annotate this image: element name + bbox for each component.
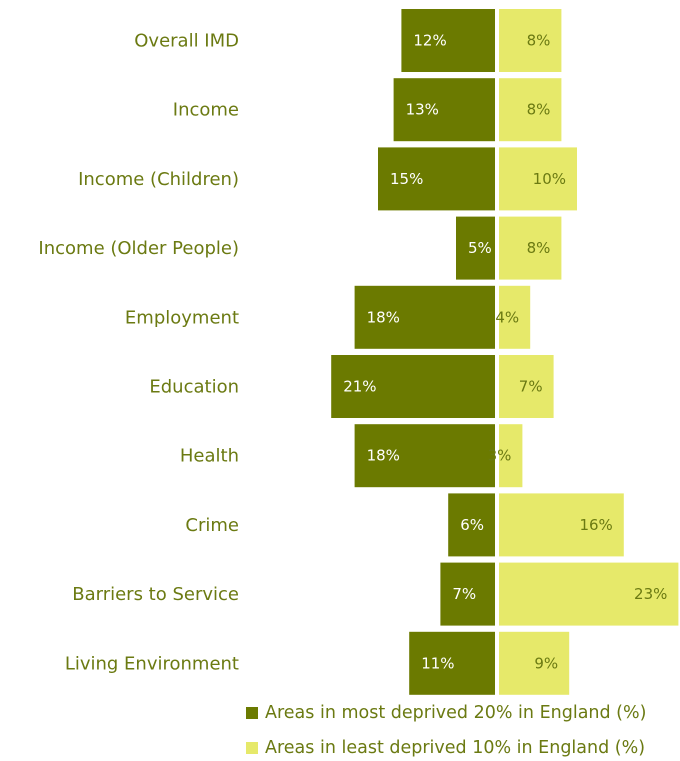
category-label-crime: Crime [185, 515, 239, 536]
legend-swatch-least-deprived [246, 742, 258, 754]
category-label-barriers-to-service: Barriers to Service [72, 584, 239, 605]
category-label-health: Health [180, 446, 239, 467]
bar-least-deprived-overall-imd [499, 9, 562, 72]
data-label-most-deprived-barriers-to-service: 7% [452, 585, 476, 603]
data-label-least-deprived-income-older-people: 8% [527, 239, 551, 257]
data-label-most-deprived-income: 13% [406, 101, 439, 119]
bar-most-deprived-living-environment [409, 631, 495, 695]
category-label-overall-imd: Overall IMD [134, 31, 239, 52]
legend-label-least-deprived: Areas in least deprived 10% in England (… [265, 738, 646, 758]
bar-most-deprived-crime [448, 493, 495, 557]
category-label-income-children: Income (Children) [78, 169, 239, 190]
category-label-living-environment: Living Environment [65, 653, 239, 674]
bar-least-deprived-crime [499, 493, 624, 557]
bar-most-deprived-overall-imd [401, 9, 495, 72]
data-label-least-deprived-crime: 16% [579, 516, 612, 534]
bar-least-deprived-income [499, 78, 562, 142]
bar-most-deprived-education [331, 355, 495, 418]
legend-item-most-deprived: Areas in most deprived 20% in England (%… [246, 703, 646, 723]
data-label-most-deprived-overall-imd: 12% [413, 32, 446, 50]
data-label-least-deprived-income: 8% [527, 101, 551, 119]
data-label-most-deprived-employment: 18% [367, 308, 400, 326]
category-label-income-older-people: Income (Older People) [38, 238, 239, 259]
bar-least-deprived-health [499, 424, 523, 488]
bar-most-deprived-barriers-to-service [440, 562, 495, 626]
bar-most-deprived-income-children [378, 147, 495, 211]
data-label-least-deprived-income-children: 10% [533, 170, 566, 188]
legend-swatch-most-deprived [246, 707, 258, 719]
bar-most-deprived-health [354, 424, 495, 488]
data-label-least-deprived-education: 7% [519, 378, 543, 396]
data-label-least-deprived-barriers-to-service: 23% [634, 585, 667, 603]
data-label-most-deprived-health: 18% [367, 447, 400, 465]
category-label-income: Income [173, 100, 239, 121]
data-label-least-deprived-living-environment: 9% [534, 654, 558, 672]
legend-label-most-deprived: Areas in most deprived 20% in England (%… [265, 703, 647, 723]
category-label-education: Education [149, 377, 239, 398]
data-label-least-deprived-employment: 4% [495, 308, 519, 326]
data-label-least-deprived-health: 3% [488, 447, 512, 465]
bar-least-deprived-income-children [499, 147, 577, 211]
data-label-most-deprived-living-environment: 11% [421, 654, 454, 672]
legend-item-least-deprived: Areas in least deprived 10% in England (… [246, 738, 645, 758]
bar-least-deprived-income-older-people [499, 216, 562, 280]
data-label-least-deprived-overall-imd: 8% [527, 32, 551, 50]
data-label-most-deprived-income-children: 15% [390, 170, 423, 188]
bar-most-deprived-income [393, 78, 495, 142]
data-label-most-deprived-income-older-people: 5% [468, 239, 492, 257]
category-label-employment: Employment [125, 307, 239, 328]
bar-least-deprived-education [499, 355, 554, 418]
data-label-most-deprived-education: 21% [343, 378, 376, 396]
bar-most-deprived-employment [354, 285, 495, 349]
bar-least-deprived-barriers-to-service [499, 562, 679, 626]
bar-least-deprived-living-environment [499, 631, 570, 695]
data-label-most-deprived-crime: 6% [460, 516, 484, 534]
bar-most-deprived-income-older-people [456, 216, 495, 280]
bar-least-deprived-employment [499, 285, 531, 349]
